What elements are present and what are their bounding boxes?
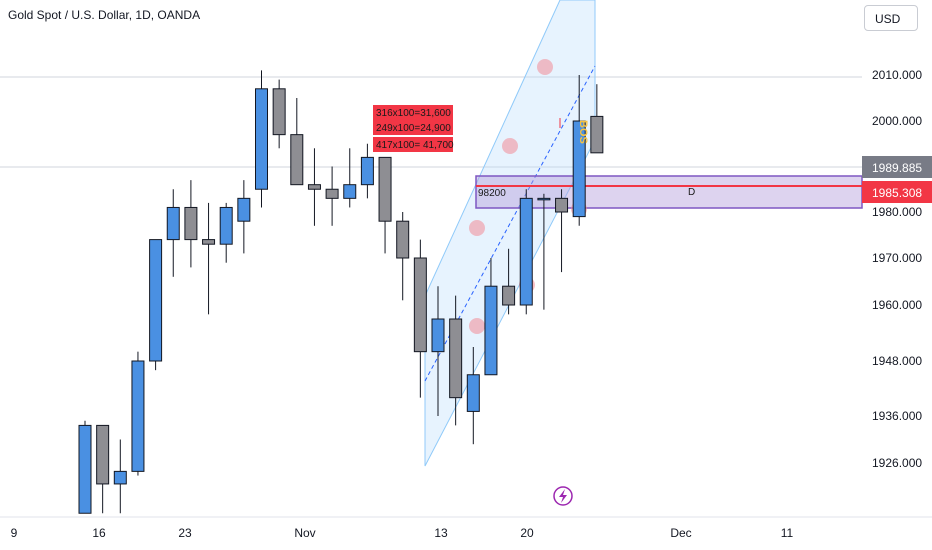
time-tick: Dec bbox=[670, 526, 691, 540]
candle bbox=[466, 347, 480, 445]
bearish-candle-body bbox=[96, 424, 110, 485]
price-tick: 1970.000 bbox=[872, 251, 922, 265]
candle bbox=[519, 189, 533, 315]
candle bbox=[237, 180, 251, 254]
bullish-candle-body bbox=[237, 197, 251, 222]
bullish-candle-body bbox=[537, 197, 551, 201]
swing-marker bbox=[469, 318, 485, 334]
candle bbox=[255, 70, 268, 208]
bearish-candle-body bbox=[413, 257, 427, 353]
candle bbox=[343, 148, 357, 208]
price-tick: 1960.000 bbox=[872, 298, 922, 312]
price-tick: 2010.000 bbox=[872, 68, 922, 82]
price-tick: 1980.000 bbox=[872, 205, 922, 219]
candle bbox=[537, 193, 551, 310]
time-tick: 20 bbox=[520, 526, 534, 540]
bearish-candle-body bbox=[502, 285, 516, 306]
price-tick: 1926.000 bbox=[872, 456, 922, 470]
price-tick: 1948.000 bbox=[872, 354, 922, 368]
candle bbox=[290, 98, 304, 186]
bearish-candle-body bbox=[307, 184, 321, 190]
currency-selector[interactable]: USD bbox=[864, 5, 918, 31]
swing-marker bbox=[502, 138, 518, 154]
lightning-icon[interactable] bbox=[553, 486, 573, 506]
candle bbox=[449, 295, 463, 426]
time-tick: 23 bbox=[178, 526, 192, 540]
candle bbox=[590, 84, 604, 154]
last-price-text: 1989.885 bbox=[872, 161, 922, 175]
time-tick: Nov bbox=[294, 526, 315, 540]
bearish-candle-body bbox=[396, 220, 410, 259]
price-axis[interactable]: 1926.000 1936.000 1948.000 1960.000 1970.000… bbox=[872, 68, 922, 470]
price-tick: 1936.000 bbox=[872, 409, 922, 423]
bullish-candle-body bbox=[255, 88, 268, 190]
bullish-candle-body bbox=[149, 239, 163, 362]
candle bbox=[431, 286, 445, 416]
time-tick: 9 bbox=[11, 526, 18, 540]
candles bbox=[78, 70, 604, 514]
bearish-candle-body bbox=[449, 318, 463, 399]
calc-annotations: 316x100=31,600 249x100=24,900 417x100= 4… bbox=[373, 105, 454, 152]
red-price-label: 1985.308 bbox=[862, 181, 932, 203]
candle bbox=[325, 166, 339, 226]
candle bbox=[484, 258, 498, 376]
candle bbox=[166, 189, 180, 277]
candle bbox=[360, 143, 374, 199]
bullish-candle-body bbox=[166, 206, 180, 241]
candle bbox=[272, 79, 286, 149]
bullish-candle-body bbox=[131, 360, 145, 472]
calc-line-1: 316x100=31,600 bbox=[376, 108, 451, 119]
zone-letter: D bbox=[688, 187, 695, 198]
zone-value-label: 98200 bbox=[478, 188, 506, 199]
candle bbox=[96, 424, 110, 514]
bearish-candle-body bbox=[290, 134, 304, 186]
swing-marker bbox=[469, 220, 485, 236]
candle bbox=[131, 351, 145, 476]
candle bbox=[149, 239, 163, 371]
candle bbox=[572, 75, 586, 226]
candle bbox=[413, 239, 427, 398]
bearish-candle-body bbox=[202, 239, 216, 245]
time-tick: 13 bbox=[434, 526, 448, 540]
bearish-candle-body bbox=[272, 88, 286, 136]
bullish-candle-body bbox=[466, 374, 480, 412]
time-tick: 11 bbox=[781, 526, 794, 540]
bearish-candle-body bbox=[325, 188, 339, 199]
time-tick: 16 bbox=[92, 526, 106, 540]
calc-line-3: 417x100= 41,700 bbox=[376, 140, 454, 151]
bearish-candle-body bbox=[184, 206, 198, 241]
swing-marker bbox=[537, 59, 553, 75]
candle bbox=[78, 420, 92, 514]
bullish-candle-body bbox=[519, 197, 533, 306]
bullish-candle-body bbox=[343, 184, 357, 199]
demand-zone bbox=[475, 175, 863, 209]
bullish-candle-body bbox=[360, 156, 374, 186]
candle bbox=[113, 439, 127, 514]
chart-title: Gold Spot / U.S. Dollar, 1D, OANDA bbox=[8, 8, 201, 22]
candle bbox=[502, 248, 516, 315]
calc-line-2: 249x100=24,900 bbox=[376, 123, 451, 134]
bullish-candle-body bbox=[484, 285, 498, 376]
candle bbox=[555, 189, 569, 273]
bearish-candle-body bbox=[378, 156, 392, 222]
price-tick: 2000.000 bbox=[872, 114, 922, 128]
bullish-candle-body bbox=[572, 120, 586, 218]
bearish-candle-body bbox=[590, 115, 604, 154]
bullish-candle-body bbox=[78, 424, 92, 514]
candle bbox=[396, 212, 410, 301]
candle bbox=[378, 156, 392, 254]
candle bbox=[219, 202, 233, 263]
time-axis[interactable]: 9 16 23 Nov 13 20 Dec 11 bbox=[11, 526, 794, 540]
bullish-candle-body bbox=[431, 318, 445, 353]
red-price-text: 1985.308 bbox=[872, 186, 922, 200]
candle bbox=[184, 180, 198, 268]
candle bbox=[307, 148, 321, 226]
last-price-label: 1989.885 bbox=[862, 156, 932, 178]
bos-label: BOS bbox=[577, 120, 589, 144]
candle bbox=[202, 202, 216, 315]
bearish-candle-body bbox=[555, 197, 569, 213]
bullish-candle-body bbox=[113, 470, 127, 485]
bullish-candle-body bbox=[219, 206, 233, 245]
